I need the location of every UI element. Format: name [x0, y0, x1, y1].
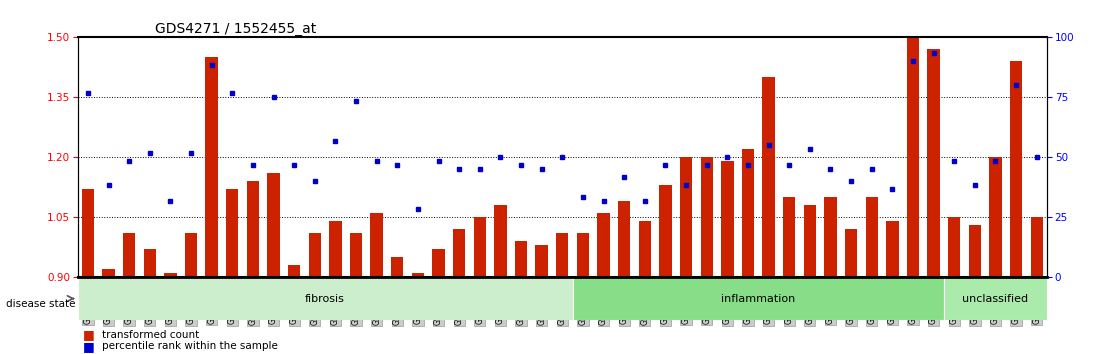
Bar — [721, 161, 733, 277]
Bar — [412, 273, 424, 277]
Bar — [473, 217, 486, 277]
Text: ■: ■ — [83, 340, 95, 353]
Bar — [886, 221, 899, 277]
Bar — [329, 221, 341, 277]
Bar — [968, 225, 981, 277]
Text: fibrosis: fibrosis — [305, 293, 345, 304]
Bar — [803, 205, 815, 277]
Bar — [494, 205, 506, 277]
Bar — [1009, 61, 1023, 277]
Bar — [783, 197, 796, 277]
Text: ■: ■ — [83, 328, 95, 341]
Bar — [1030, 217, 1043, 277]
Bar — [226, 189, 238, 277]
Bar — [205, 57, 218, 277]
Text: inflammation: inflammation — [721, 293, 796, 304]
Bar — [247, 181, 259, 277]
Bar — [309, 233, 321, 277]
Bar — [164, 273, 176, 277]
Bar — [865, 197, 878, 277]
Bar — [638, 221, 652, 277]
Bar — [927, 49, 940, 277]
Bar — [82, 189, 94, 277]
Bar — [762, 77, 774, 277]
Text: percentile rank within the sample: percentile rank within the sample — [102, 341, 278, 351]
Bar — [370, 213, 383, 277]
Bar — [824, 197, 837, 277]
Text: unclassified: unclassified — [963, 293, 1028, 304]
Bar — [432, 249, 444, 277]
Bar — [944, 277, 1047, 320]
Bar — [267, 173, 279, 277]
Bar — [906, 37, 920, 277]
Bar — [597, 213, 609, 277]
Bar — [556, 233, 568, 277]
Bar — [350, 233, 362, 277]
Bar — [700, 157, 712, 277]
Bar — [391, 257, 403, 277]
Bar — [453, 229, 465, 277]
Bar — [123, 233, 135, 277]
Bar — [845, 229, 858, 277]
Text: GDS4271 / 1552455_at: GDS4271 / 1552455_at — [155, 22, 317, 36]
Bar — [577, 233, 589, 277]
Bar — [618, 201, 630, 277]
Bar — [741, 149, 755, 277]
Bar — [288, 265, 300, 277]
Bar — [573, 277, 944, 320]
Bar — [144, 249, 156, 277]
Bar — [515, 241, 527, 277]
Bar — [185, 233, 197, 277]
Bar — [989, 157, 1002, 277]
Bar — [680, 157, 692, 277]
Bar — [102, 269, 115, 277]
Text: transformed count: transformed count — [102, 330, 199, 339]
Text: disease state: disease state — [6, 299, 75, 309]
Bar — [535, 245, 547, 277]
Bar — [948, 217, 961, 277]
Bar — [78, 277, 573, 320]
Bar — [659, 185, 671, 277]
